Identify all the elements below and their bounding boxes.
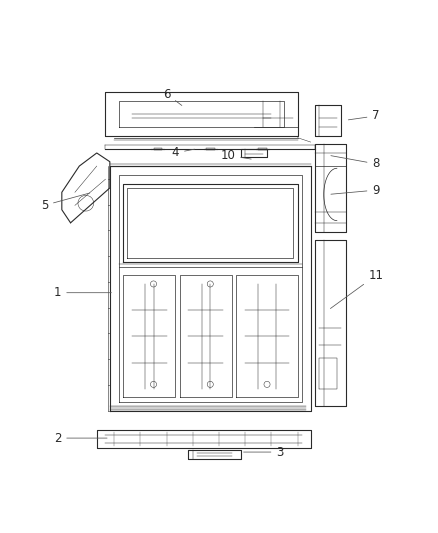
Text: 2: 2 [54,432,107,445]
Text: 11: 11 [330,269,384,309]
Text: 1: 1 [54,286,111,299]
Bar [153,148,162,150]
Text: 3: 3 [244,446,284,458]
Text: 6: 6 [163,87,182,106]
Text: 4: 4 [172,147,194,159]
Text: 7: 7 [348,109,380,123]
Bar [258,148,267,150]
Bar [206,148,215,150]
Text: 5: 5 [41,193,90,212]
Text: 9: 9 [331,183,380,197]
Text: 8: 8 [331,156,380,171]
Text: 10: 10 [220,149,251,161]
